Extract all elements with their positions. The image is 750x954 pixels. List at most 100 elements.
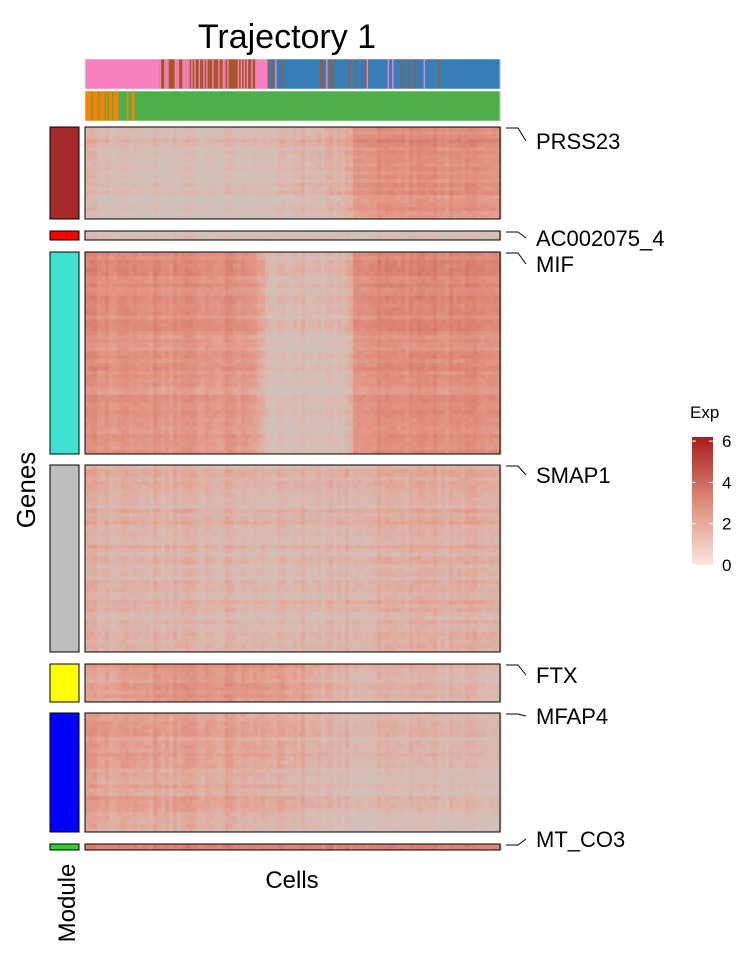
heatmap-cell xyxy=(497,187,501,191)
heatmap-cell xyxy=(177,199,181,203)
heatmap-cell xyxy=(341,207,345,211)
heatmap-cell xyxy=(397,167,401,171)
heatmap-cell xyxy=(481,335,485,339)
heatmap-cell xyxy=(121,207,125,211)
heatmap-cell xyxy=(273,268,277,272)
heatmap-cell xyxy=(401,199,405,203)
heatmap-cell xyxy=(341,143,345,147)
heatmap-cell xyxy=(393,296,397,300)
heatmap-cell xyxy=(209,311,213,315)
heatmap-cell xyxy=(201,139,205,143)
heatmap-cell xyxy=(313,252,317,256)
heatmap-cell xyxy=(129,211,133,215)
heatmap-cell xyxy=(117,139,121,143)
heatmap-cell xyxy=(253,211,257,215)
heatmap-cell xyxy=(173,260,177,264)
heatmap-cell xyxy=(337,203,341,207)
heatmap-cell xyxy=(457,331,461,335)
heatmap-cell xyxy=(161,288,165,292)
heatmap-cell xyxy=(405,264,409,268)
heatmap-cell xyxy=(373,191,377,195)
heatmap-cell xyxy=(293,195,297,199)
heatmap-cell xyxy=(145,183,149,187)
heatmap-cell xyxy=(121,260,125,264)
heatmap-cell xyxy=(253,127,257,131)
heatmap-cell xyxy=(277,315,281,319)
heatmap-cell xyxy=(465,191,469,195)
heatmap-cell xyxy=(485,256,489,260)
heatmap-cell xyxy=(297,264,301,268)
heatmap-cell xyxy=(205,167,209,171)
heatmap-cell xyxy=(137,147,141,151)
heatmap-cell xyxy=(113,175,117,179)
heatmap-cell xyxy=(357,163,361,167)
heatmap-cell xyxy=(493,319,497,323)
heatmap-cell xyxy=(457,135,461,139)
heatmap-cell xyxy=(489,331,493,335)
heatmap-cell xyxy=(449,311,453,315)
heatmap-cell xyxy=(185,203,189,207)
heatmap-cell xyxy=(273,331,277,335)
heatmap-cell xyxy=(353,183,357,187)
heatmap-cell xyxy=(365,268,369,272)
heatmap-cell xyxy=(89,175,93,179)
heatmap-cell xyxy=(373,268,377,272)
heatmap-cell xyxy=(121,135,125,139)
heatmap-cell xyxy=(245,127,249,131)
heatmap-cell xyxy=(265,159,269,163)
heatmap-cell xyxy=(213,155,217,159)
heatmap-cell xyxy=(465,151,469,155)
heatmap-cell xyxy=(257,292,261,296)
heatmap-cell xyxy=(413,147,417,151)
heatmap-cell xyxy=(425,231,429,236)
heatmap-cell xyxy=(257,171,261,175)
heatmap-cell xyxy=(293,252,297,256)
heatmap-cell xyxy=(449,159,453,163)
heatmap-cell xyxy=(209,323,213,327)
heatmap-cell xyxy=(121,143,125,147)
heatmap-cell xyxy=(161,155,165,159)
heatmap-cell xyxy=(157,331,161,335)
heatmap-cell xyxy=(393,284,397,288)
heatmap-cell xyxy=(277,211,281,215)
heatmap-cell xyxy=(85,264,89,268)
heatmap-cell xyxy=(445,280,449,284)
heatmap-cell xyxy=(417,139,421,143)
heatmap-cell xyxy=(205,292,209,296)
heatmap-cell xyxy=(381,167,385,171)
annotation-cell-mark xyxy=(184,59,185,89)
heatmap-cell xyxy=(149,207,153,211)
heatmap-cell xyxy=(161,272,165,276)
heatmap-cell xyxy=(177,268,181,272)
heatmap-cell xyxy=(489,131,493,135)
heatmap-cell xyxy=(269,191,273,195)
heatmap-cell xyxy=(433,179,437,183)
heatmap-cell xyxy=(365,307,369,311)
heatmap-cell xyxy=(377,256,381,260)
heatmap-cell xyxy=(269,264,273,268)
heatmap-cell xyxy=(381,179,385,183)
heatmap-cell xyxy=(89,159,93,163)
heatmap-cell xyxy=(349,171,353,175)
heatmap-cell xyxy=(377,135,381,139)
heatmap-cell xyxy=(417,127,421,131)
heatmap-cell xyxy=(397,211,401,215)
heatmap-cell xyxy=(221,276,225,280)
heatmap-cell xyxy=(213,292,217,296)
heatmap-cell xyxy=(137,167,141,171)
heatmap-cell xyxy=(121,300,125,304)
heatmap-cell xyxy=(125,307,129,311)
heatmap-cell xyxy=(233,163,237,167)
heatmap-cell xyxy=(261,211,265,215)
heatmap-cell xyxy=(325,131,329,135)
heatmap-cell xyxy=(369,147,373,151)
heatmap-cell xyxy=(249,307,253,311)
heatmap-cell xyxy=(209,280,213,284)
heatmap-cell xyxy=(445,307,449,311)
heatmap-cell xyxy=(97,319,101,323)
heatmap-cell xyxy=(261,195,265,199)
heatmap-cell xyxy=(149,296,153,300)
heatmap-cell xyxy=(249,311,253,315)
heatmap-cell xyxy=(285,207,289,211)
heatmap-cell xyxy=(129,272,133,276)
